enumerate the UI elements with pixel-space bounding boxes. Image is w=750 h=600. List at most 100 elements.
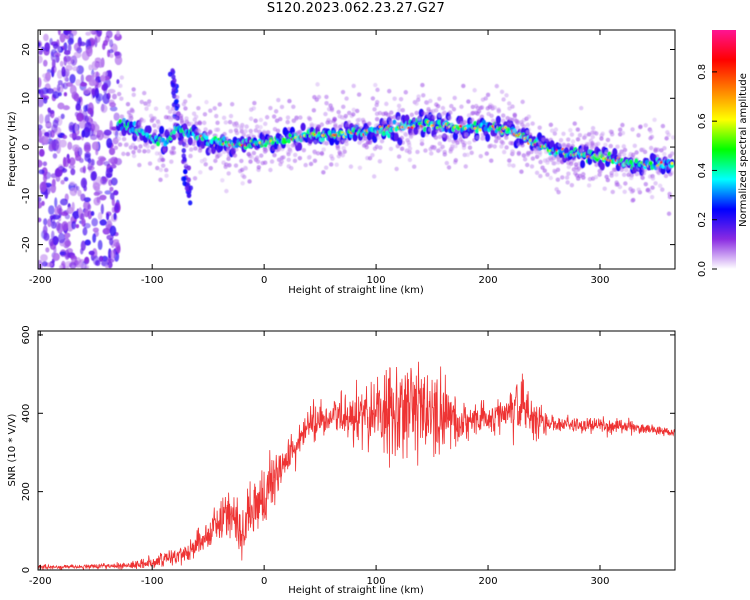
noise-blob — [38, 113, 44, 124]
ridge-halo-blob — [252, 100, 257, 106]
ridge-band-blob — [612, 148, 618, 157]
ridge-halo-blob — [340, 153, 346, 158]
ridge-halo-blob — [336, 109, 341, 115]
ridge-halo-blob — [451, 107, 457, 112]
noise-blob — [81, 50, 90, 61]
ridge-halo-blob — [340, 89, 346, 95]
ridge-halo-blob — [248, 159, 253, 164]
ridge-halo-blob — [253, 128, 259, 133]
ridge-halo-blob — [385, 112, 391, 118]
noise-blob — [52, 153, 58, 159]
ridge-halo-blob — [478, 105, 483, 111]
ridge-halo-blob — [146, 148, 151, 154]
noise-blob — [38, 97, 44, 108]
ridge-halo-blob — [213, 127, 219, 133]
ridge-halo-blob — [377, 110, 383, 116]
noise-blob — [60, 211, 69, 216]
ridge-halo-blob — [208, 108, 213, 113]
ridge-hot-blob — [478, 128, 483, 132]
noise-blob — [40, 254, 48, 262]
noise-blob — [41, 261, 48, 267]
ridge-halo-blob — [574, 165, 579, 170]
noise-blob — [99, 75, 105, 82]
ridge-halo-blob — [670, 135, 675, 140]
ridge-halo-blob — [158, 167, 164, 173]
noise-blob — [76, 112, 84, 122]
snr-x-axis-label: Height of straight line (km) — [288, 585, 424, 596]
snr-x-tick-label: -200 — [29, 576, 52, 587]
ridge-halo-blob — [306, 155, 312, 160]
spur-blob — [184, 185, 190, 191]
ridge-halo-blob — [375, 129, 381, 134]
noise-blob — [73, 51, 82, 59]
ridge-core-blob — [186, 133, 191, 139]
ridge-halo-blob — [269, 159, 275, 164]
ridge-halo-blob — [239, 158, 244, 164]
ridge-halo-blob — [313, 139, 318, 145]
ridge-halo-blob — [496, 107, 501, 112]
spectrogram-x-tick-label: 100 — [367, 275, 386, 286]
spectrogram-marks — [38, 30, 675, 269]
ridge-halo-blob — [334, 126, 339, 131]
noise-blob — [90, 210, 95, 217]
ridge-halo-blob — [351, 107, 356, 112]
ridge-halo-blob — [415, 149, 420, 155]
noise-blob — [76, 65, 84, 75]
ridge-halo-blob — [346, 120, 352, 125]
ridge-halo-blob — [407, 157, 413, 163]
spectrogram-blobs — [38, 30, 675, 269]
spectrogram-y-tick-label: -20 — [21, 236, 32, 252]
noise-blob — [91, 218, 98, 227]
ridge-halo-blob — [648, 129, 653, 134]
ridge-halo-blob — [556, 189, 561, 195]
ridge-halo-blob — [538, 173, 543, 179]
ridge-halo-blob — [652, 117, 657, 123]
ridge-halo-blob — [599, 136, 604, 141]
noise-blob — [114, 33, 122, 41]
noise-blob — [51, 124, 58, 134]
ridge-halo-blob — [520, 143, 525, 148]
noise-blob — [69, 84, 77, 95]
ridge-halo-blob — [152, 123, 157, 128]
ridge-halo-blob — [286, 157, 291, 163]
ridge-halo-blob — [552, 131, 558, 136]
ridge-halo-blob — [447, 137, 452, 143]
ridge-band-blob — [171, 131, 177, 141]
ridge-halo-blob — [476, 109, 482, 114]
ridge-halo-blob — [566, 164, 572, 170]
ridge-halo-blob — [496, 135, 502, 141]
ridge-halo-blob — [462, 120, 467, 125]
noise-blob — [57, 232, 66, 244]
ridge-halo-blob — [387, 116, 393, 122]
ridge-halo-blob — [419, 138, 425, 143]
noise-blob — [89, 30, 95, 34]
ridge-core-blob — [156, 141, 161, 147]
ridge-halo-blob — [275, 128, 281, 134]
ridge-halo-blob — [366, 121, 372, 126]
noise-blob — [62, 105, 71, 111]
ridge-halo-blob — [367, 140, 373, 145]
ridge-halo-blob — [316, 94, 322, 100]
ridge-halo-blob — [116, 136, 122, 141]
ridge-halo-blob — [139, 99, 144, 105]
noise-blob — [92, 255, 100, 266]
ridge-halo-blob — [138, 144, 143, 149]
colorbar-tick-label: 0.0 — [697, 261, 708, 277]
ridge-halo-blob — [229, 102, 235, 107]
ridge-halo-blob — [242, 174, 247, 180]
noise-blob — [105, 168, 113, 179]
ridge-halo-blob — [116, 91, 122, 97]
snr-y-axis-label: SNR (10 * V/V) — [7, 413, 18, 486]
ridge-halo-blob — [440, 144, 445, 150]
spur-blob — [174, 98, 179, 104]
ridge-halo-blob — [429, 151, 434, 156]
ridge-halo-blob — [224, 136, 229, 141]
ridge-halo-blob — [228, 113, 234, 119]
ridge-halo-blob — [472, 88, 477, 93]
noise-blob — [50, 183, 57, 194]
noise-blob — [67, 141, 73, 150]
spectrogram-x-tick-label: 200 — [478, 275, 497, 286]
ridge-halo-blob — [169, 159, 174, 164]
noise-blob — [59, 198, 68, 206]
